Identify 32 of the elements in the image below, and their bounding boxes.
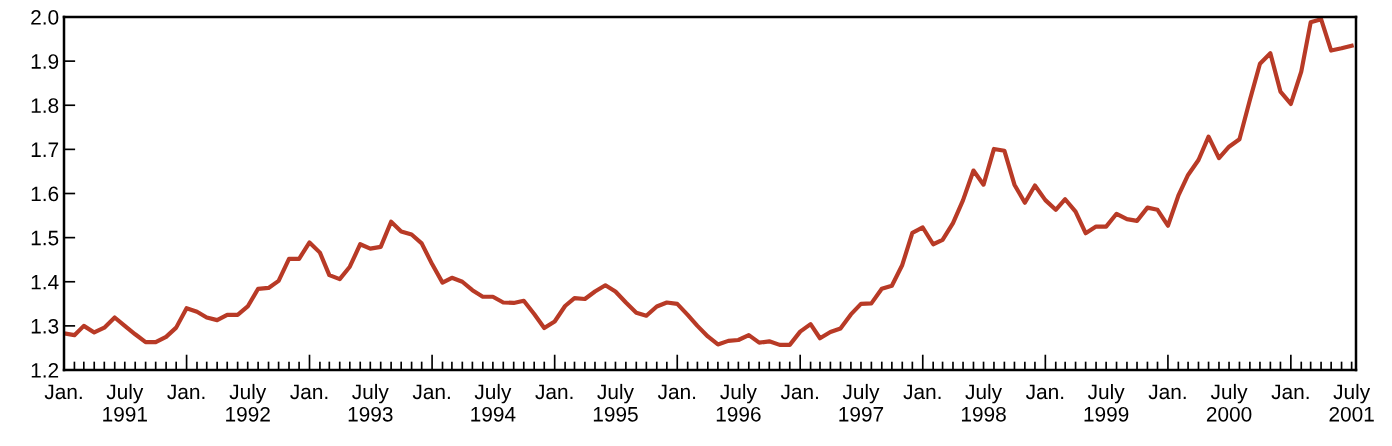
x-tick-label: Jan.: [1025, 384, 1064, 400]
x-tick-label: Jan.: [657, 384, 696, 400]
y-tick-label: 1.5: [31, 230, 59, 246]
x-tick-label: Jan.: [290, 384, 328, 400]
x-tick-label: July 1999: [1084, 383, 1129, 422]
x-tick-label: July 1991: [103, 383, 147, 422]
x-tick-label: Jan.: [535, 384, 573, 400]
line-series: [64, 17, 1354, 347]
x-tick-label: July 2001: [1329, 383, 1374, 422]
y-tick-label: 1.9: [31, 54, 59, 69]
y-tick-label: 1.8: [31, 98, 59, 113]
x-tick-label: Jan.: [167, 384, 205, 400]
x-tick-label: July 1997: [839, 383, 884, 422]
x-tick-label: Jan.: [903, 384, 941, 400]
x-tick-label: July 2000: [1206, 383, 1252, 422]
y-tick-label: 1.3: [31, 318, 59, 334]
x-tick-label: July 1998: [961, 383, 1006, 422]
x-tick-label: July 1992: [226, 383, 270, 422]
x-tick-label: Jan.: [44, 384, 82, 400]
y-tick-label: 2.0: [31, 10, 59, 25]
x-tick-label: July 1993: [348, 383, 393, 422]
y-tick-label: 1.2: [31, 363, 59, 378]
x-tick-label: July 1995: [593, 383, 638, 422]
x-tick-label: July 1996: [716, 383, 761, 422]
x-tick-label: July 1994: [471, 383, 516, 422]
y-tick-label: 1.7: [31, 142, 59, 157]
x-tick-label: Jan.: [1148, 384, 1186, 400]
y-tick-label: 1.6: [31, 186, 59, 202]
x-tick-label: Jan.: [1271, 384, 1309, 400]
x-tick-label: Jan.: [780, 384, 818, 400]
x-tick-label: Jan.: [412, 384, 450, 400]
y-tick-label: 1.4: [31, 274, 59, 290]
